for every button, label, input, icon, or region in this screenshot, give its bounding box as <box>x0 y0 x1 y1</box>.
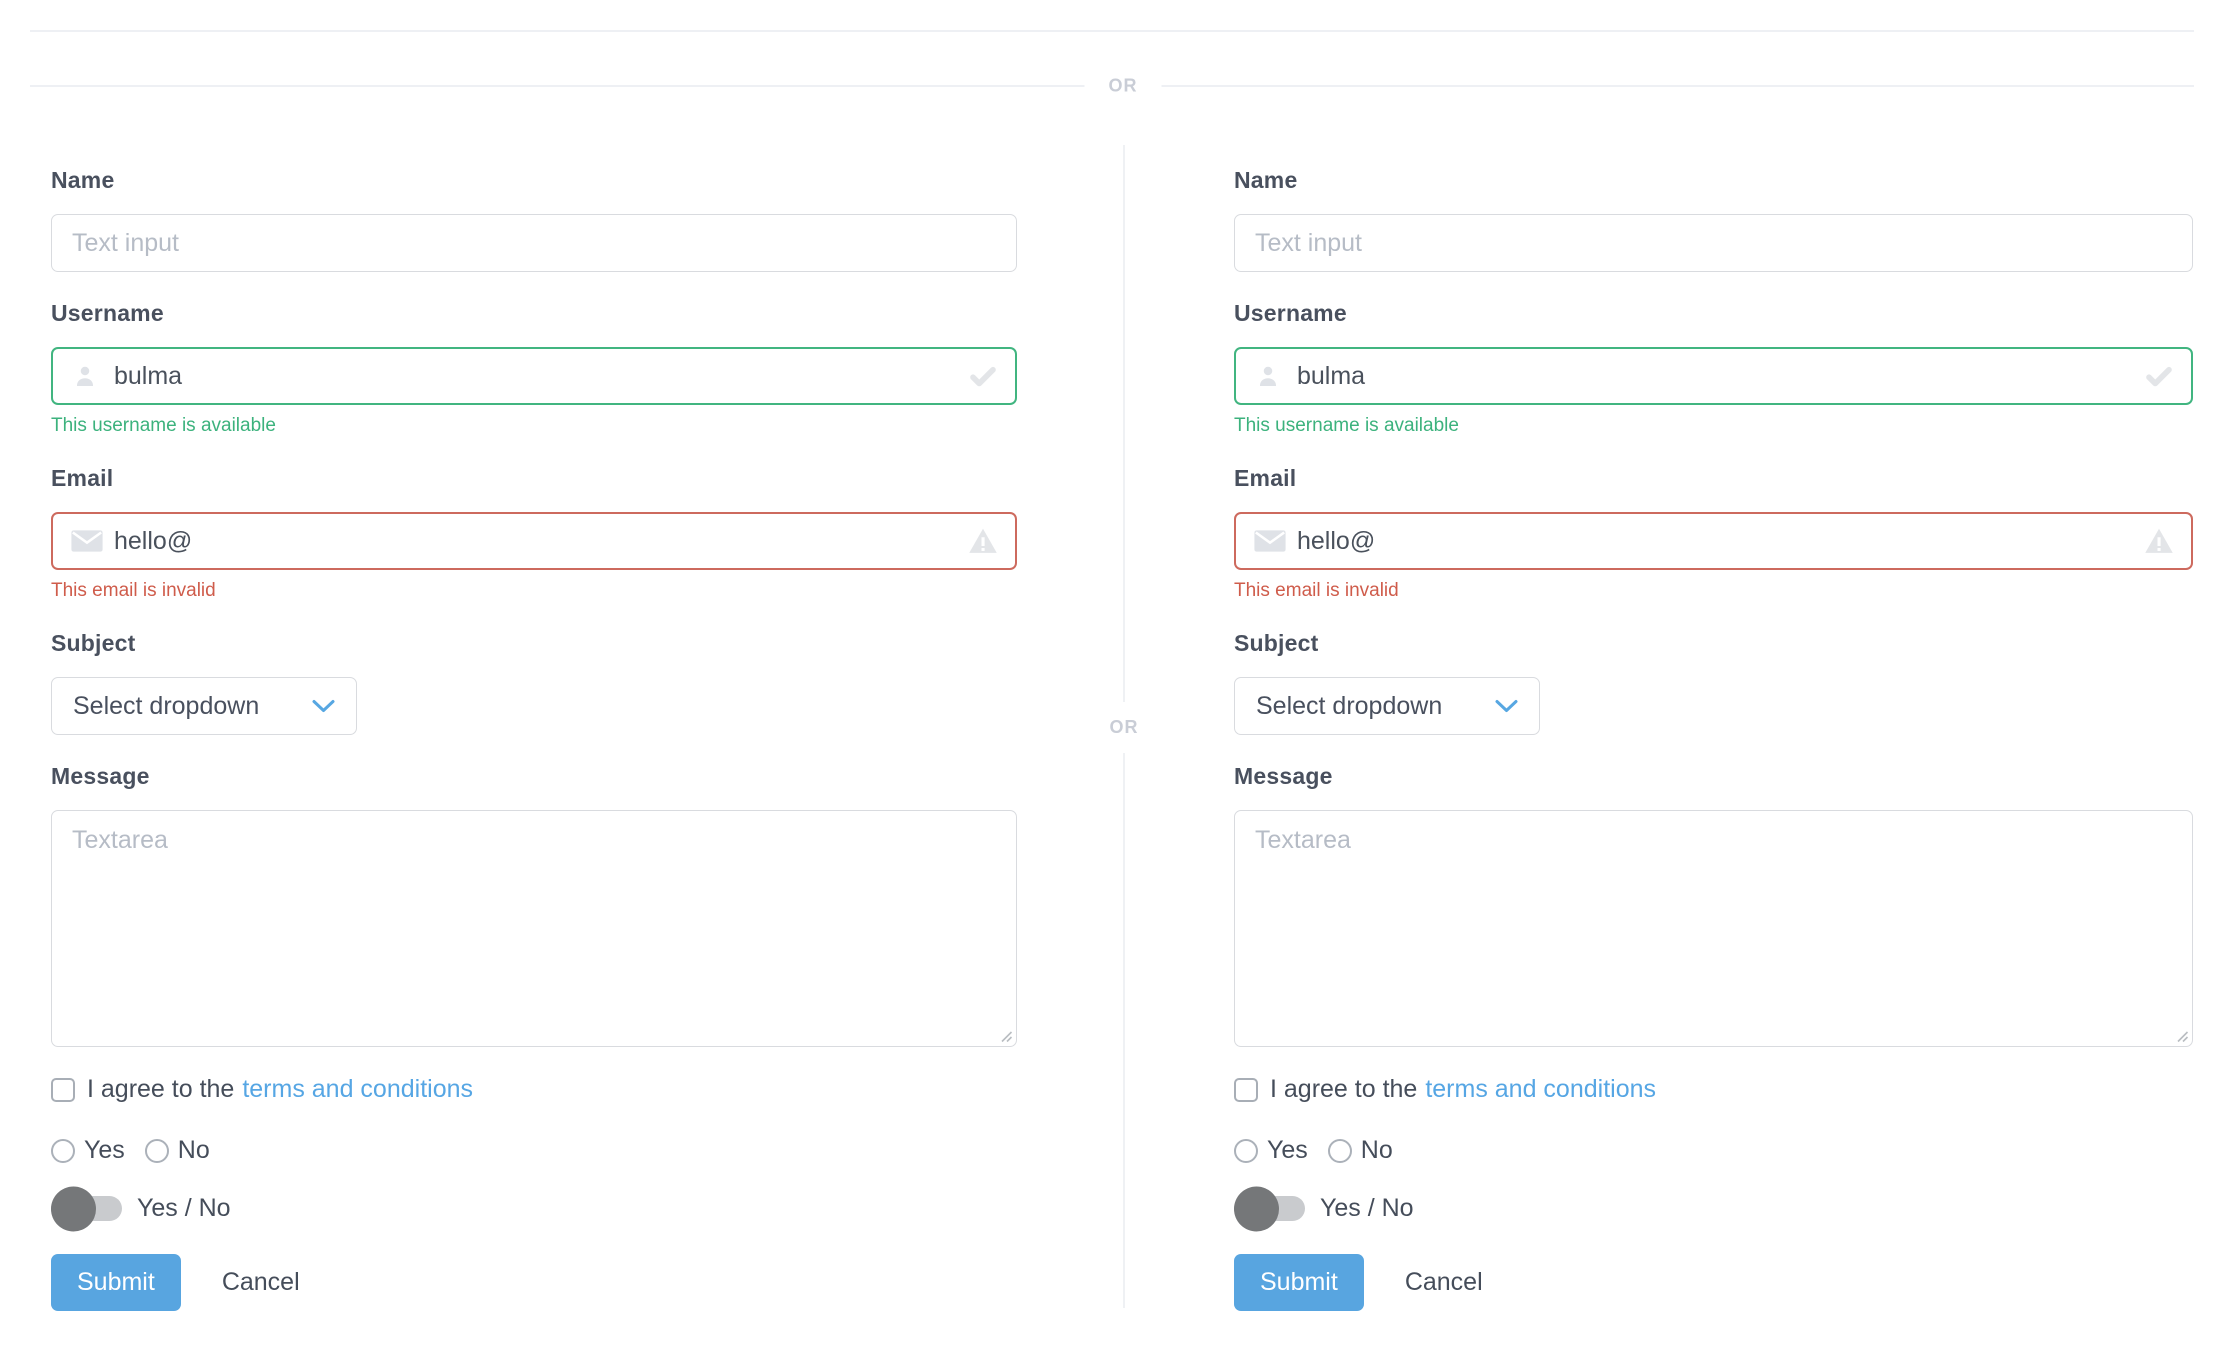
radio-yes[interactable] <box>51 1138 75 1163</box>
form-right: Name Username This username is available… <box>1112 88 2194 1352</box>
buttons-row: Submit Cancel <box>51 1254 1017 1311</box>
vertical-or-divider: OR <box>1109 145 1139 1308</box>
agreement-checkbox[interactable] <box>1234 1077 1258 1102</box>
message-textarea[interactable] <box>51 810 1017 1047</box>
username-field: Username This username is available <box>51 300 1017 437</box>
switch-row: Yes / No <box>1234 1186 2193 1231</box>
radio-yes-label: Yes <box>84 1136 125 1164</box>
terms-link[interactable]: terms and conditions <box>1425 1075 1657 1103</box>
username-input[interactable] <box>1234 347 2193 405</box>
name-input[interactable] <box>1234 214 2193 272</box>
radio-no-label: No <box>1360 1136 1393 1164</box>
email-input[interactable] <box>1234 512 2193 570</box>
cancel-button[interactable]: Cancel <box>1404 1268 1483 1296</box>
warning-icon <box>2144 526 2174 556</box>
resize-handle-icon[interactable] <box>996 1026 1013 1043</box>
envelope-icon <box>70 526 104 556</box>
message-field: Message <box>1234 763 2193 1047</box>
yes-no-toggle[interactable] <box>1234 1186 1305 1231</box>
subject-label: Subject <box>51 630 136 656</box>
chevron-down-icon <box>311 699 336 714</box>
resize-handle-icon[interactable] <box>2172 1026 2189 1043</box>
switch-row: Yes / No <box>51 1186 1017 1231</box>
vertical-divider-line-top <box>1123 145 1125 702</box>
terms-link[interactable]: terms and conditions <box>242 1075 474 1103</box>
user-icon <box>1253 361 1283 391</box>
top-rule <box>30 30 2194 32</box>
subject-select[interactable]: Select dropdown <box>1234 677 1540 735</box>
username-label: Username <box>1234 300 1347 326</box>
name-input[interactable] <box>51 214 1017 272</box>
chevron-down-icon <box>1494 699 1519 714</box>
agreement-checkbox[interactable] <box>51 1077 75 1102</box>
switch-label: Yes / No <box>1320 1194 1414 1222</box>
username-field: Username This username is available <box>1234 300 2193 437</box>
warning-icon <box>968 526 998 556</box>
message-field: Message <box>51 763 1017 1047</box>
radio-yes[interactable] <box>1234 1138 1258 1163</box>
email-label: Email <box>1234 465 1297 491</box>
radio-no[interactable] <box>144 1138 169 1163</box>
two-column-layout: Name Username This username is available… <box>30 88 2194 1352</box>
username-label: Username <box>51 300 164 326</box>
form-left: Name Username This username is available… <box>30 88 1112 1352</box>
subject-field: Subject Select dropdown <box>51 630 1017 735</box>
subject-field: Subject Select dropdown <box>1234 630 2193 735</box>
subject-select-value: Select dropdown <box>1256 691 1443 720</box>
radio-group-yes: Yes <box>51 1136 125 1165</box>
radio-row: Yes No <box>1234 1136 2193 1165</box>
email-field: Email This email is invalid <box>51 465 1017 602</box>
vertical-divider-line-bottom <box>1123 753 1125 1308</box>
email-help: This email is invalid <box>1234 580 1399 601</box>
message-label: Message <box>1234 763 1333 789</box>
check-icon <box>2144 361 2174 391</box>
radio-row: Yes No <box>51 1136 1017 1165</box>
username-input[interactable] <box>51 347 1017 405</box>
submit-button[interactable]: Submit <box>51 1254 181 1311</box>
username-help: This username is available <box>51 415 276 436</box>
radio-yes-label: Yes <box>1267 1136 1308 1164</box>
agreement-text: I agree to the <box>1270 1075 1418 1103</box>
check-icon <box>968 361 998 391</box>
switch-label: Yes / No <box>137 1194 231 1222</box>
email-help: This email is invalid <box>51 580 216 601</box>
radio-no[interactable] <box>1327 1138 1352 1163</box>
username-help: This username is available <box>1234 415 1459 436</box>
toggle-knob <box>1234 1186 1279 1231</box>
message-label: Message <box>51 763 150 789</box>
email-input[interactable] <box>51 512 1017 570</box>
agreement-row: I agree to the terms and conditions <box>1234 1075 2193 1104</box>
subject-label: Subject <box>1234 630 1319 656</box>
yes-no-toggle[interactable] <box>51 1186 122 1231</box>
name-label: Name <box>51 167 115 193</box>
email-label: Email <box>51 465 114 491</box>
submit-button[interactable]: Submit <box>1234 1254 1364 1311</box>
or-divider-label-vertical: OR <box>1109 702 1139 753</box>
name-field: Name <box>51 167 1017 272</box>
subject-select[interactable]: Select dropdown <box>51 677 357 735</box>
user-icon <box>70 361 100 391</box>
buttons-row: Submit Cancel <box>1234 1254 2193 1311</box>
radio-group-yes: Yes <box>1234 1136 1308 1165</box>
radio-group-no: No <box>144 1136 210 1165</box>
cancel-button[interactable]: Cancel <box>221 1268 300 1296</box>
envelope-icon <box>1253 526 1287 556</box>
horizontal-or-divider: OR <box>30 75 2194 97</box>
name-label: Name <box>1234 167 1298 193</box>
toggle-knob <box>51 1186 96 1231</box>
name-field: Name <box>1234 167 2193 272</box>
or-divider-label: OR <box>1084 75 1162 97</box>
radio-no-label: No <box>177 1136 210 1164</box>
radio-group-no: No <box>1327 1136 1393 1165</box>
agreement-row: I agree to the terms and conditions <box>51 1075 1017 1104</box>
agreement-text: I agree to the <box>87 1075 235 1103</box>
message-textarea[interactable] <box>1234 810 2193 1047</box>
subject-select-value: Select dropdown <box>73 691 260 720</box>
email-field: Email This email is invalid <box>1234 465 2193 602</box>
